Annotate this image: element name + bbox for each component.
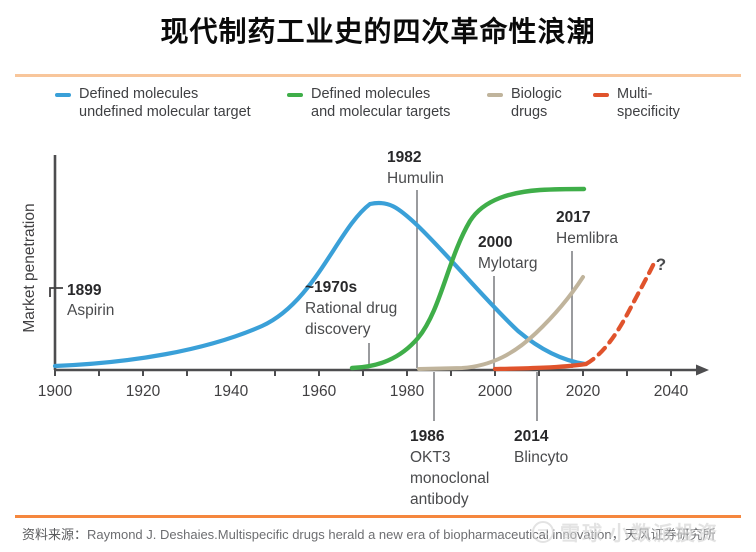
annotation-blincyto-year: 2014 [514, 428, 549, 445]
x-tick-1980: 1980 [390, 383, 425, 400]
page-title: 现代制药工业史的四次革命性浪潮 [160, 16, 596, 47]
source-prefix: 资料来源： [22, 527, 88, 542]
annotation-aspirin-year: 1899 [67, 282, 102, 299]
annotation-okt3-line2: monoclonal [410, 470, 489, 487]
x-tick-2020: 2020 [566, 383, 601, 400]
annotation-mylotarg-name: Mylotarg [478, 255, 537, 272]
x-axis-ticks [54, 370, 672, 376]
annotation-hemlibra-name: Hemlibra [556, 230, 618, 247]
annotation-humulin-name: Humulin [387, 170, 444, 187]
annotation-rational-line1: Rational drug [305, 300, 397, 317]
legend-swatch-blue [55, 93, 71, 97]
legend-swatch-orange [593, 93, 609, 97]
annotation-okt3-year: 1986 [410, 428, 445, 445]
x-tick-2000: 2000 [478, 383, 513, 400]
curve-defined-molecules-and-targets [349, 186, 587, 371]
curve-biologic-drugs [417, 275, 585, 371]
waves-line-chart: 1900 1920 1940 1960 1980 2000 2020 2040 … [21, 149, 709, 508]
curve-multi-specificity-solid [492, 361, 589, 372]
annotation-blincyto-name: Blincyto [514, 449, 568, 466]
chart-legend: Defined molecules undefined molecular ta… [0, 86, 756, 130]
source-citation: Raymond J. Deshaies.Multispecific drugs … [87, 527, 716, 542]
x-tick-2040: 2040 [654, 383, 689, 400]
annotation-okt3-line3: antibody [410, 491, 469, 508]
legend-swatch-tan [487, 93, 503, 97]
legend-label: Biologic drugs [511, 86, 562, 120]
curve-defined-molecules-undefined-target [52, 200, 588, 369]
annotation-hemlibra-year: 2017 [556, 209, 590, 226]
legend-item-defined-molecules-undefined-target: Defined molecules undefined molecular ta… [55, 86, 251, 121]
curve-multi-specificity-dashed-projection [583, 258, 658, 367]
legend-label: Defined molecules and molecular targets [311, 86, 451, 120]
x-tick-1940: 1940 [214, 383, 249, 400]
legend-item-biologic-drugs: Biologic drugs [487, 86, 562, 121]
x-tick-1960: 1960 [302, 383, 337, 400]
annotation-rational-year: ~1970s [305, 279, 357, 296]
bottom-divider [15, 515, 741, 518]
annotation-humulin-year: 1982 [387, 149, 421, 166]
annotation-aspirin-name: Aspirin [67, 302, 114, 319]
aspirin-1899-tick [49, 287, 63, 297]
annotation-rational-line2: discovery [305, 321, 371, 338]
x-axis-arrow [696, 364, 709, 376]
annotation-mylotarg-year: 2000 [478, 234, 512, 251]
top-divider [15, 74, 741, 77]
y-axis-title: Market penetration [21, 203, 38, 332]
legend-label: Multi- specificity [617, 86, 680, 120]
annotation-future-question-mark: ? [656, 255, 666, 274]
source-line: 资料来源：Raymond J. Deshaies.Multispecific d… [22, 524, 750, 543]
legend-label: Defined molecules undefined molecular ta… [79, 86, 251, 120]
x-tick-1900: 1900 [38, 383, 73, 400]
legend-swatch-green [287, 93, 303, 97]
x-tick-1920: 1920 [126, 383, 161, 400]
legend-item-defined-molecules-and-targets: Defined molecules and molecular targets [287, 86, 450, 121]
annotation-okt3-line1: OKT3 [410, 449, 450, 466]
legend-item-multi-specificity: Multi- specificity [593, 86, 680, 121]
